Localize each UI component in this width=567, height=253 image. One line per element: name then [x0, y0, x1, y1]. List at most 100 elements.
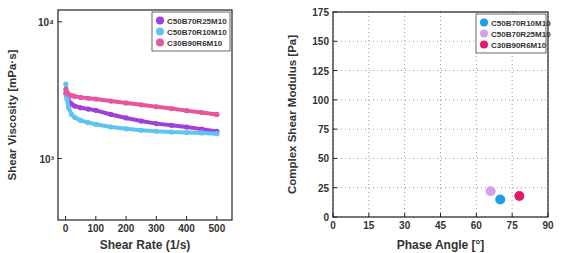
grid-line — [333, 99, 548, 100]
y-tick — [58, 21, 62, 22]
data-point — [93, 97, 98, 102]
x-tick — [368, 213, 369, 217]
x-tick-label: 0 — [330, 220, 336, 231]
data-point — [495, 194, 505, 204]
data-point — [514, 191, 524, 201]
legend-label: C50B70R25M10 — [167, 17, 227, 26]
y-tick — [333, 70, 337, 71]
x-tick — [65, 216, 66, 220]
figure: 010020030040050010³10⁴Shear Rate (1/s)Sh… — [0, 0, 567, 253]
y-tick — [333, 129, 337, 130]
data-point — [78, 105, 83, 110]
x-tick — [186, 216, 187, 220]
y-tick — [333, 41, 337, 42]
data-point — [184, 124, 189, 129]
x-tick-label: 300 — [148, 223, 165, 234]
legend-label: C50B70R25M10 — [491, 30, 551, 39]
y-tick-label: 150 — [312, 36, 329, 47]
x-tick-label: 500 — [209, 223, 226, 234]
y-axis-title: Complex Shear Modulus [Pa] — [286, 35, 298, 194]
y-tick-label: 50 — [318, 153, 330, 164]
legend-marker — [156, 39, 164, 47]
data-area — [63, 82, 219, 137]
grid-line — [333, 187, 548, 188]
y-tick — [333, 12, 337, 13]
y-tick-label: 125 — [312, 66, 329, 77]
x-tick-label: 400 — [178, 223, 195, 234]
x-tick-label: 30 — [399, 220, 411, 231]
y-tick-label: 10⁴ — [38, 17, 54, 28]
legend-box — [152, 12, 230, 51]
grid-line — [404, 12, 405, 217]
data-point — [184, 130, 189, 135]
y-tick-label: 10³ — [40, 154, 55, 165]
grid-line — [333, 158, 548, 159]
data-point — [64, 97, 69, 102]
data-point — [72, 94, 77, 99]
grid-line — [368, 12, 369, 217]
data-point — [66, 105, 71, 110]
data-area — [486, 186, 525, 204]
x-tick — [126, 216, 127, 220]
x-tick-label: 60 — [471, 220, 483, 231]
y-tick — [58, 158, 62, 159]
y-tick-label: 25 — [318, 183, 330, 194]
legend-marker — [480, 19, 488, 27]
x-axis-title: Shear Rate (1/s) — [100, 238, 191, 252]
legend-marker — [156, 17, 164, 25]
plot-frame — [58, 10, 232, 220]
y-tick-label: 175 — [312, 7, 329, 18]
x-tick — [512, 213, 513, 217]
data-point — [78, 118, 83, 123]
x-tick — [404, 213, 405, 217]
x-tick — [216, 216, 217, 220]
data-point — [123, 100, 128, 105]
y-tick-label: 0 — [323, 212, 329, 223]
data-point — [108, 124, 113, 129]
y-tick-label: 100 — [312, 95, 329, 106]
legend: C50B70R25M10 C50B70R10M10 C30B90R6M10 — [152, 12, 230, 51]
legend-label: C50B70R10M10 — [167, 28, 227, 37]
plot-frame — [333, 12, 548, 217]
data-point — [93, 108, 98, 113]
x-tick-label: 90 — [542, 220, 554, 231]
y-axis-title: Shear Viscosity [mPa·s] — [6, 49, 18, 180]
data-point — [486, 186, 496, 196]
data-point — [86, 96, 91, 101]
legend-label: C30B90R6M10 — [491, 41, 547, 50]
x-tick — [333, 213, 334, 217]
data-point — [214, 131, 219, 136]
series-line — [66, 89, 217, 114]
y-tick — [333, 158, 337, 159]
grid-line — [333, 70, 548, 71]
x-tick — [95, 216, 96, 220]
x-tick-label: 100 — [87, 223, 104, 234]
data-point — [139, 128, 144, 133]
x-axis-title: Phase Angle [°] — [397, 238, 485, 252]
legend: C50B70R10M10C50B70R25M10C30B90R6M10 — [476, 14, 551, 53]
legend-marker — [480, 41, 488, 49]
page: 010020030040050010³10⁴Shear Rate (1/s)Sh… — [0, 0, 567, 253]
data-point — [169, 130, 174, 135]
x-tick — [548, 213, 549, 217]
data-point — [184, 108, 189, 113]
data-point — [214, 112, 219, 117]
y-tick — [333, 217, 337, 218]
data-point — [86, 120, 91, 125]
legend-label: C30B90R6M10 — [167, 39, 223, 48]
data-point — [154, 121, 159, 126]
x-tick — [440, 213, 441, 217]
data-point — [139, 102, 144, 107]
chart: 01530456075900255075100125150175Phase An… — [286, 7, 554, 252]
x-tick — [156, 216, 157, 220]
data-point — [108, 99, 113, 104]
data-point — [199, 130, 204, 135]
data-point — [154, 104, 159, 109]
data-point — [123, 115, 128, 120]
legend-marker — [480, 30, 488, 38]
legend-marker — [156, 28, 164, 36]
data-point — [108, 112, 113, 117]
data-point — [154, 129, 159, 134]
data-point — [78, 95, 83, 100]
y-tick-label: 75 — [318, 124, 330, 135]
